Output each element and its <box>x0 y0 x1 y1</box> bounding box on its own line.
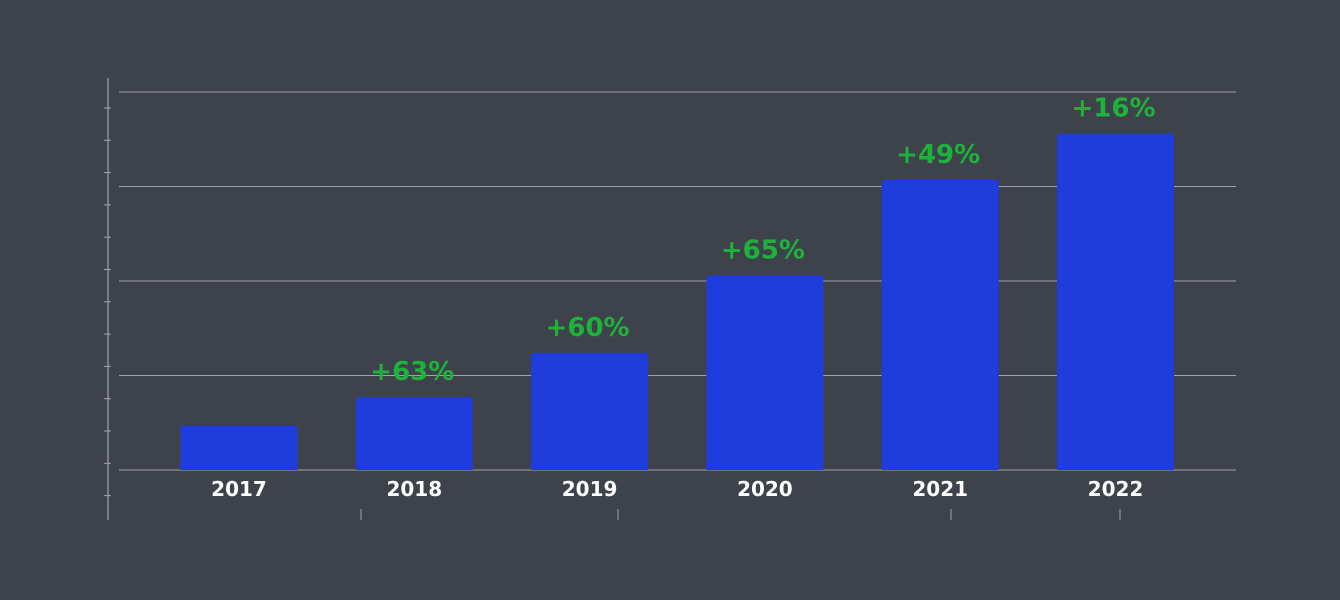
bar-2018 <box>355 397 473 470</box>
bars <box>180 133 1174 470</box>
x-tick-label: 2020 <box>737 477 793 501</box>
bar-2022 <box>1057 133 1174 470</box>
bar-2021 <box>881 179 999 470</box>
growth-label: +60% <box>546 313 630 343</box>
x-tick-label: 2021 <box>912 477 968 501</box>
x-tick-label: 2018 <box>386 477 442 501</box>
x-tick-label: 2022 <box>1088 477 1144 501</box>
growth-label: +16% <box>1071 94 1155 124</box>
labels: 2017 2018 +63% 2019 +60% 2020 +65% 2021 +49% 2022… <box>211 94 1155 501</box>
bar-2017 <box>180 425 298 470</box>
x-tick-label: 2017 <box>211 477 267 501</box>
bar-2020 <box>706 275 824 470</box>
growth-label: +65% <box>721 235 805 265</box>
bar-2019 <box>531 352 649 470</box>
y-axis <box>104 78 1121 520</box>
gridlines <box>119 91 1236 471</box>
x-tick-label: 2019 <box>562 477 618 501</box>
growth-label: +49% <box>896 140 980 170</box>
growth-label: +63% <box>370 357 454 387</box>
